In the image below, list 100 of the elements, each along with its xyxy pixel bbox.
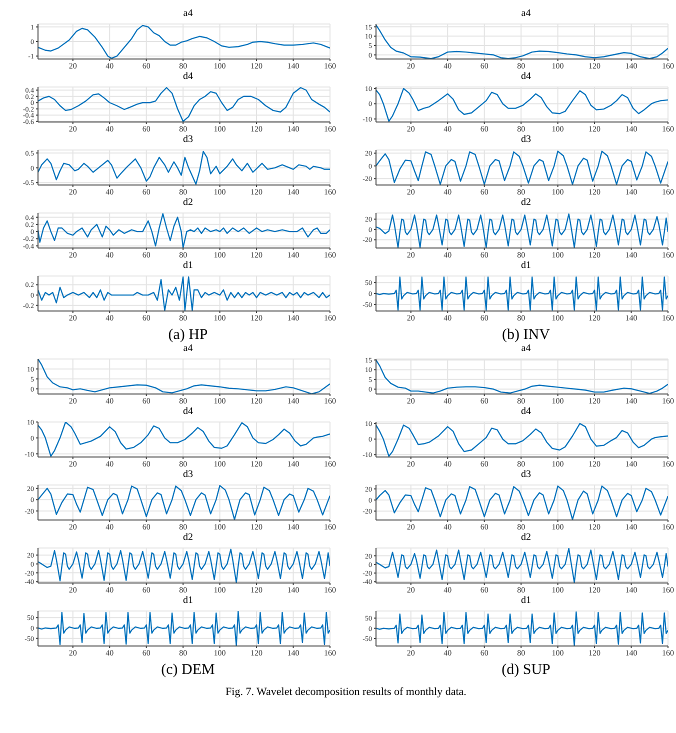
chart-title: d2 (182, 197, 194, 208)
chart-title: d2 (520, 197, 532, 208)
x-tick-label: 60 (480, 62, 488, 71)
line-series (38, 422, 330, 457)
x-tick-label: 80 (179, 314, 188, 323)
chart-title: d4 (520, 71, 532, 82)
x-tick-label: 100 (214, 250, 226, 260)
chart-title: d4 (182, 71, 194, 82)
x-tick-label: 120 (588, 648, 601, 658)
x-tick-label: 40 (444, 396, 452, 406)
chart-title: d4 (182, 406, 194, 417)
text: (b) INV (501, 327, 551, 344)
x-tick-label: 20 (406, 586, 415, 595)
x-tick-label: 80 (517, 396, 526, 406)
line-series (38, 485, 330, 520)
x-tick-label: 140 (287, 62, 300, 71)
chart-title: d3 (182, 469, 194, 480)
x-tick-label: 80 (517, 586, 526, 595)
x-tick-label: 40 (444, 124, 452, 134)
x-tick-label: 20 (68, 314, 77, 323)
x-tick-label: 120 (250, 460, 263, 469)
x-tick-label: 140 (287, 188, 300, 197)
x-tick-label: 40 (106, 522, 114, 532)
x-tick-label: 60 (480, 522, 488, 532)
line-series (376, 88, 668, 122)
x-tick-label: 80 (517, 648, 526, 658)
x-tick-label: 140 (625, 522, 638, 532)
x-tick-label: 140 (287, 396, 300, 406)
x-tick-label: 100 (552, 124, 564, 134)
x-tick-label: 60 (142, 586, 150, 595)
x-tick-label: 100 (552, 62, 564, 71)
x-tick-label: 60 (142, 648, 150, 658)
x-tick-label: 160 (662, 648, 674, 658)
line-series (376, 24, 668, 59)
x-tick-label: 120 (250, 586, 263, 595)
x-tick-label: 120 (250, 188, 263, 197)
x-tick-label: 40 (444, 314, 452, 323)
x-tick-label: 40 (444, 250, 452, 260)
x-tick-label: 20 (406, 522, 415, 532)
line-series (38, 24, 330, 59)
chart-title: d3 (520, 469, 532, 480)
x-tick-label: 40 (106, 586, 114, 595)
text: (a) HP (167, 327, 209, 344)
x-tick-label: 80 (517, 62, 526, 71)
x-tick-label: 40 (444, 586, 452, 595)
x-tick-label: 20 (406, 250, 415, 260)
x-tick-label: 60 (142, 62, 150, 71)
x-tick-label: 80 (179, 522, 188, 532)
x-tick-label: 120 (588, 188, 601, 197)
x-tick-label: 140 (287, 124, 300, 134)
line-series (376, 486, 668, 520)
x-tick-label: 60 (142, 188, 150, 197)
chart-title: d4 (520, 406, 532, 417)
x-tick-label: 20 (68, 648, 77, 658)
x-tick-label: 120 (588, 586, 601, 595)
x-tick-label: 160 (324, 648, 336, 658)
x-tick-label: 160 (662, 250, 674, 260)
x-tick-label: 140 (625, 124, 638, 134)
line-series (38, 611, 330, 646)
x-tick-label: 120 (588, 522, 601, 532)
x-tick-label: 140 (287, 460, 300, 469)
x-tick-label: 100 (552, 522, 564, 532)
text: (d) SUP (500, 662, 552, 679)
x-tick-label: 100 (552, 250, 564, 260)
x-tick-label: 20 (68, 250, 77, 260)
x-tick-label: 160 (662, 522, 674, 532)
x-tick-label: 160 (662, 62, 674, 71)
x-tick-label: 160 (662, 460, 674, 469)
x-tick-label: 120 (588, 124, 601, 134)
x-tick-label: 20 (68, 586, 77, 595)
x-tick-label: 20 (406, 188, 415, 197)
x-tick-label: 80 (179, 648, 188, 658)
x-tick-label: 100 (214, 188, 226, 197)
x-tick-label: 100 (552, 188, 564, 197)
x-tick-label: 60 (480, 124, 488, 134)
chart-title: a4 (520, 8, 532, 19)
x-tick-label: 140 (625, 250, 638, 260)
x-tick-label: 120 (588, 460, 601, 469)
line-series (376, 359, 668, 394)
x-tick-label: 40 (106, 396, 114, 406)
x-tick-label: 100 (214, 314, 226, 323)
x-tick-label: 40 (444, 460, 452, 469)
x-tick-label: 160 (324, 188, 336, 197)
chart-title: a4 (182, 343, 194, 354)
x-tick-label: 80 (179, 124, 188, 134)
x-tick-label: 160 (324, 62, 336, 71)
x-tick-label: 140 (287, 648, 300, 658)
x-tick-label: 120 (250, 396, 263, 406)
x-tick-label: 160 (662, 188, 674, 197)
x-tick-label: 60 (480, 396, 488, 406)
line-series (38, 548, 330, 583)
x-tick-label: 160 (324, 314, 336, 323)
x-tick-label: 160 (662, 586, 674, 595)
x-tick-label: 100 (552, 396, 564, 406)
x-tick-label: 20 (68, 522, 77, 532)
x-tick-label: 100 (214, 586, 226, 595)
x-tick-label: 160 (324, 396, 336, 406)
x-tick-label: 160 (324, 586, 336, 595)
x-tick-label: 60 (142, 522, 150, 532)
chart-title: d2 (182, 532, 194, 543)
